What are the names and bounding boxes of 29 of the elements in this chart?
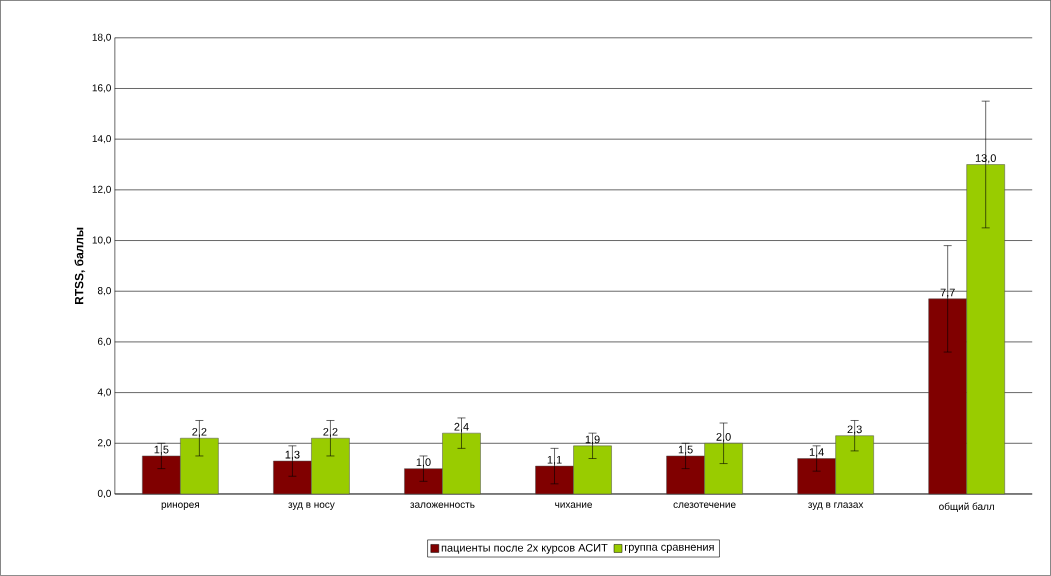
legend-label: пациенты после 2х курсов АСИТ: [441, 543, 608, 554]
y-axis-title: RTSS, баллы: [74, 227, 86, 305]
data-label: 2,2: [323, 428, 338, 438]
y-tick-label: 14,0: [92, 135, 111, 144]
data-label: 2,2: [192, 428, 207, 438]
legend-label: группа сравнения: [625, 544, 714, 554]
y-tick-label: 12,0: [92, 185, 111, 195]
data-label: 1,5: [154, 445, 169, 455]
y-tick-label: 0,0: [97, 489, 111, 499]
x-tick-label: зуд в глазах: [808, 502, 864, 511]
data-label: 1,3: [285, 450, 300, 460]
y-tick-label: 4,0: [97, 388, 111, 397]
y-tick-label: 2,0: [97, 439, 111, 448]
y-tick-label: 16,0: [92, 84, 111, 93]
x-tick-label: зуд в носу: [288, 502, 335, 511]
x-tick-label: общий балл: [939, 502, 995, 512]
x-tick-label: слезотечение: [673, 502, 736, 509]
data-label: 13,0: [975, 154, 996, 164]
y-tick-label: 10,0: [92, 236, 111, 245]
y-tick-label: 6,0: [97, 337, 111, 347]
data-label: 2,3: [847, 425, 862, 435]
data-label: 7,7: [940, 288, 955, 298]
x-tick-label: заложенность: [410, 502, 475, 509]
x-tick-label: чихание: [555, 502, 592, 509]
y-tick-label: 18,0: [92, 33, 111, 43]
data-label: 1,4: [809, 448, 824, 458]
y-tick-label: 8,0: [97, 287, 111, 296]
data-label: 2,0: [716, 433, 731, 443]
x-tick-label: ринорея: [161, 502, 199, 511]
